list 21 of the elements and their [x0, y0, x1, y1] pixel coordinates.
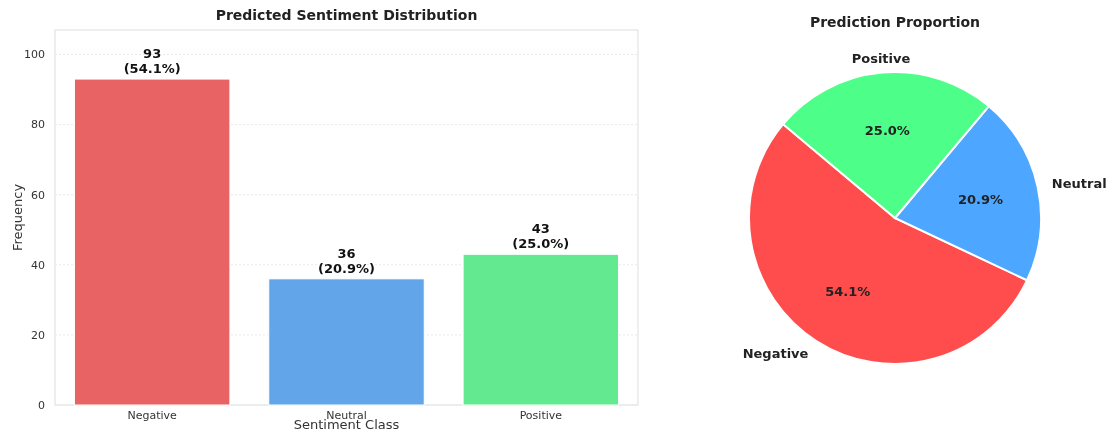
y-tick-label: 80	[31, 118, 45, 132]
x-tick-label: Negative	[127, 409, 178, 422]
data-label: 54.1%	[825, 284, 871, 300]
slice-label: Neutral	[1051, 176, 1107, 192]
data-label: 43 (25.0%)	[512, 221, 570, 252]
y-tick-label: 40	[31, 258, 45, 272]
x-tick-label: Neutral	[326, 409, 367, 422]
slice-label: Positive	[851, 50, 911, 66]
data-label: 93 (54.1%)	[123, 46, 181, 77]
y-axis-title: Frequency	[10, 183, 25, 252]
y-tick-label: 0	[38, 398, 45, 412]
chart-title: Prediction Proportion	[809, 14, 981, 30]
data-label: 36 (20.9%)	[318, 245, 375, 276]
y-tick-label: 20	[31, 328, 45, 342]
y-tick-label: 60	[31, 188, 45, 202]
data-label: 25.0%	[864, 123, 910, 139]
data-label: 20.9%	[958, 191, 1004, 207]
x-tick-label: Positive	[519, 409, 563, 422]
y-tick-label: 100	[24, 48, 45, 62]
slice-label: Negative	[742, 345, 809, 361]
chart-title: Predicted Sentiment Distribution	[215, 7, 478, 23]
